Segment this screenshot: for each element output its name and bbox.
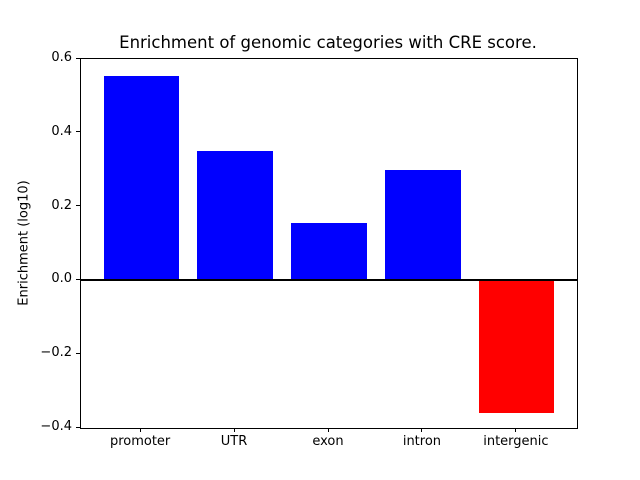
x-tick-label-intergenic: intergenic	[483, 434, 549, 449]
y-axis-label: Enrichment (log10)	[16, 180, 32, 306]
x-tick-mark	[139, 428, 141, 432]
y-tick-label: 0.6	[51, 50, 72, 65]
plot-area	[80, 58, 578, 429]
bar-exon	[291, 223, 367, 281]
x-tick-mark	[421, 428, 423, 432]
x-tick-label-intron: intron	[402, 434, 442, 449]
y-tick-label: 0.4	[51, 123, 72, 139]
bar-UTR	[197, 151, 273, 281]
y-tick-mark	[76, 352, 80, 354]
y-tick-label: −0.4	[40, 419, 72, 434]
x-tick-label-UTR: UTR	[220, 434, 248, 449]
y-tick-mark	[76, 426, 80, 428]
y-tick-mark	[76, 57, 80, 59]
x-tick-mark	[515, 428, 517, 432]
bar-intron	[385, 169, 461, 281]
x-tick-label-exon: exon	[312, 434, 344, 449]
chart-title: Enrichment of genomic categories with CR…	[119, 33, 537, 52]
zero-line	[81, 279, 577, 282]
y-tick-label: 0.2	[51, 197, 72, 213]
y-tick-label: −0.2	[40, 345, 72, 361]
bar-intergenic	[479, 280, 555, 414]
y-tick-label: 0.0	[51, 271, 72, 287]
bar-promoter	[103, 75, 179, 281]
y-tick-mark	[76, 205, 80, 207]
y-tick-mark	[76, 278, 80, 280]
x-tick-mark	[327, 428, 329, 432]
x-tick-label-promoter: promoter	[109, 434, 171, 449]
y-tick-mark	[76, 131, 80, 133]
x-tick-mark	[233, 428, 235, 432]
